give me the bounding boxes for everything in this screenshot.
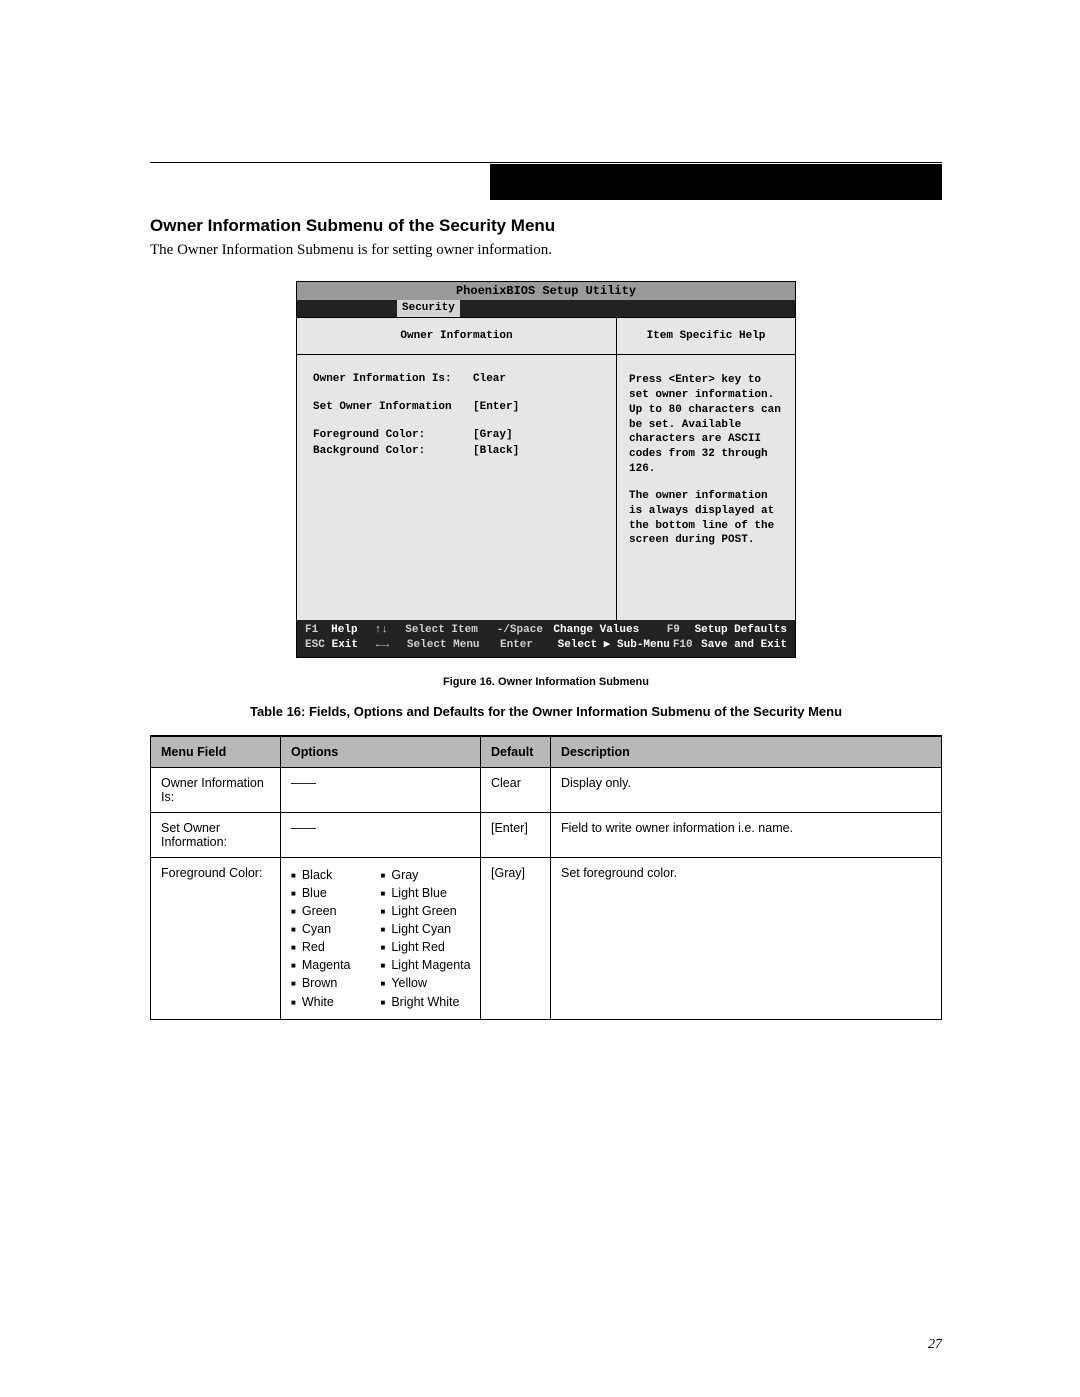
label: Set Owner Information: [313, 401, 473, 413]
key-enter: Enter: [500, 638, 558, 653]
page-number: 27: [928, 1337, 942, 1353]
option-item: Light Cyan: [381, 920, 471, 938]
cell-default: [Enter]: [481, 812, 551, 857]
th-default: Default: [481, 736, 551, 768]
key-esc: ESC: [305, 638, 332, 653]
table-title: Table 16: Fields, Options and Defaults f…: [150, 704, 942, 719]
table-row: Set Owner Information: —— [Enter] Field …: [151, 812, 942, 857]
option-item: Black: [291, 866, 381, 884]
bios-fields: Owner Information Is: Clear Set Owner In…: [297, 355, 616, 620]
bios-footer-row-1: F1 Help ↑↓ Select Item -/Space Change Va…: [305, 623, 787, 638]
action-select-item: Select Item: [405, 623, 497, 638]
bios-tab-row: Security: [297, 300, 795, 317]
option-item: Blue: [291, 884, 381, 902]
bios-field-owner-info-is: Owner Information Is: Clear: [313, 373, 608, 385]
cell-field: Set Owner Information:: [151, 812, 281, 857]
label: Foreground Color:: [313, 429, 473, 441]
page-content: Owner Information Submenu of the Securit…: [150, 216, 942, 1020]
key-f10: F10: [673, 638, 701, 653]
key-minus-space: -/Space: [497, 623, 554, 638]
help-paragraph-2: The owner information is always displaye…: [629, 489, 785, 548]
document-page: Owner Information Submenu of the Securit…: [0, 0, 1080, 1397]
key-arrows-v: ↑↓: [375, 623, 406, 638]
option-item: Magenta: [291, 956, 381, 974]
option-item: White: [291, 993, 381, 1011]
key-f1: F1: [305, 623, 331, 638]
bios-field-set-owner: Set Owner Information [Enter]: [313, 401, 608, 413]
option-item: Light Red: [381, 938, 471, 956]
options-col-b: Gray Light Blue Light Green Light Cyan L…: [381, 866, 471, 1011]
fields-table: Menu Field Options Default Description O…: [150, 735, 942, 1020]
value: Clear: [473, 373, 506, 385]
cell-options: ——: [281, 812, 481, 857]
key-f9: F9: [667, 623, 695, 638]
option-item: Light Magenta: [381, 956, 471, 974]
option-item: Brown: [291, 974, 381, 992]
th-menu-field: Menu Field: [151, 736, 281, 768]
figure-caption: Figure 16. Owner Information Submenu: [150, 676, 942, 688]
cell-default: [Gray]: [481, 857, 551, 1019]
label: Owner Information Is:: [313, 373, 473, 385]
help-paragraph-1: Press <Enter> key to set owner informati…: [629, 373, 785, 477]
option-item: Green: [291, 902, 381, 920]
cell-desc: Field to write owner information i.e. na…: [551, 812, 942, 857]
option-item: Cyan: [291, 920, 381, 938]
bios-left-panel: Owner Information Owner Information Is: …: [297, 318, 617, 620]
label: Background Color:: [313, 445, 473, 457]
bios-help-text: Press <Enter> key to set owner informati…: [617, 355, 795, 620]
option-item: Light Blue: [381, 884, 471, 902]
th-description: Description: [551, 736, 942, 768]
cell-field: Foreground Color:: [151, 857, 281, 1019]
bios-footer: F1 Help ↑↓ Select Item -/Space Change Va…: [297, 620, 795, 657]
value: [Enter]: [473, 401, 519, 413]
bios-body: Owner Information Owner Information Is: …: [297, 317, 795, 620]
action-setup-defaults: Setup Defaults: [695, 623, 787, 638]
option-item: Gray: [381, 866, 471, 884]
value: [Gray]: [473, 429, 513, 441]
option-item: Yellow: [381, 974, 471, 992]
bios-tab-security: Security: [397, 300, 460, 317]
action-exit: Exit: [332, 638, 376, 653]
bios-field-background: Background Color: [Black]: [313, 445, 608, 457]
option-item: Bright White: [381, 993, 471, 1011]
key-arrows-h: ←→: [376, 638, 407, 653]
cell-default: Clear: [481, 767, 551, 812]
options-col-a: Black Blue Green Cyan Red Magenta Brown …: [291, 866, 381, 1011]
action-select-menu: Select Menu: [407, 638, 500, 653]
bios-right-header: Item Specific Help: [617, 318, 795, 355]
bios-utility-title: PhoenixBIOS Setup Utility: [297, 282, 795, 300]
header-rule: [150, 162, 942, 163]
section-intro: The Owner Information Submenu is for set…: [150, 242, 942, 259]
option-item: Light Green: [381, 902, 471, 920]
bios-screenshot: PhoenixBIOS Setup Utility Security Owner…: [296, 281, 796, 658]
action-help: Help: [331, 623, 375, 638]
action-select-submenu: Select ▶ Sub-Menu: [558, 638, 673, 653]
section-title: Owner Information Submenu of the Securit…: [150, 216, 942, 236]
value: [Black]: [473, 445, 519, 457]
table-row: Owner Information Is: —— Clear Display o…: [151, 767, 942, 812]
table-header-row: Menu Field Options Default Description: [151, 736, 942, 768]
th-options: Options: [281, 736, 481, 768]
cell-desc: Set foreground color.: [551, 857, 942, 1019]
option-item: Red: [291, 938, 381, 956]
cell-field: Owner Information Is:: [151, 767, 281, 812]
bios-right-panel: Item Specific Help Press <Enter> key to …: [617, 318, 795, 620]
bios-footer-row-2: ESC Exit ←→ Select Menu Enter Select ▶ S…: [305, 638, 787, 653]
action-save-exit: Save and Exit: [701, 638, 787, 653]
bios-left-header: Owner Information: [297, 318, 616, 355]
cell-options: ——: [281, 767, 481, 812]
cell-desc: Display only.: [551, 767, 942, 812]
cell-options: Black Blue Green Cyan Red Magenta Brown …: [281, 857, 481, 1019]
action-change-values: Change Values: [553, 623, 666, 638]
table-row: Foreground Color: Black Blue Green Cyan …: [151, 857, 942, 1019]
bios-field-foreground: Foreground Color: [Gray]: [313, 429, 608, 441]
header-black-bar: [490, 164, 942, 200]
